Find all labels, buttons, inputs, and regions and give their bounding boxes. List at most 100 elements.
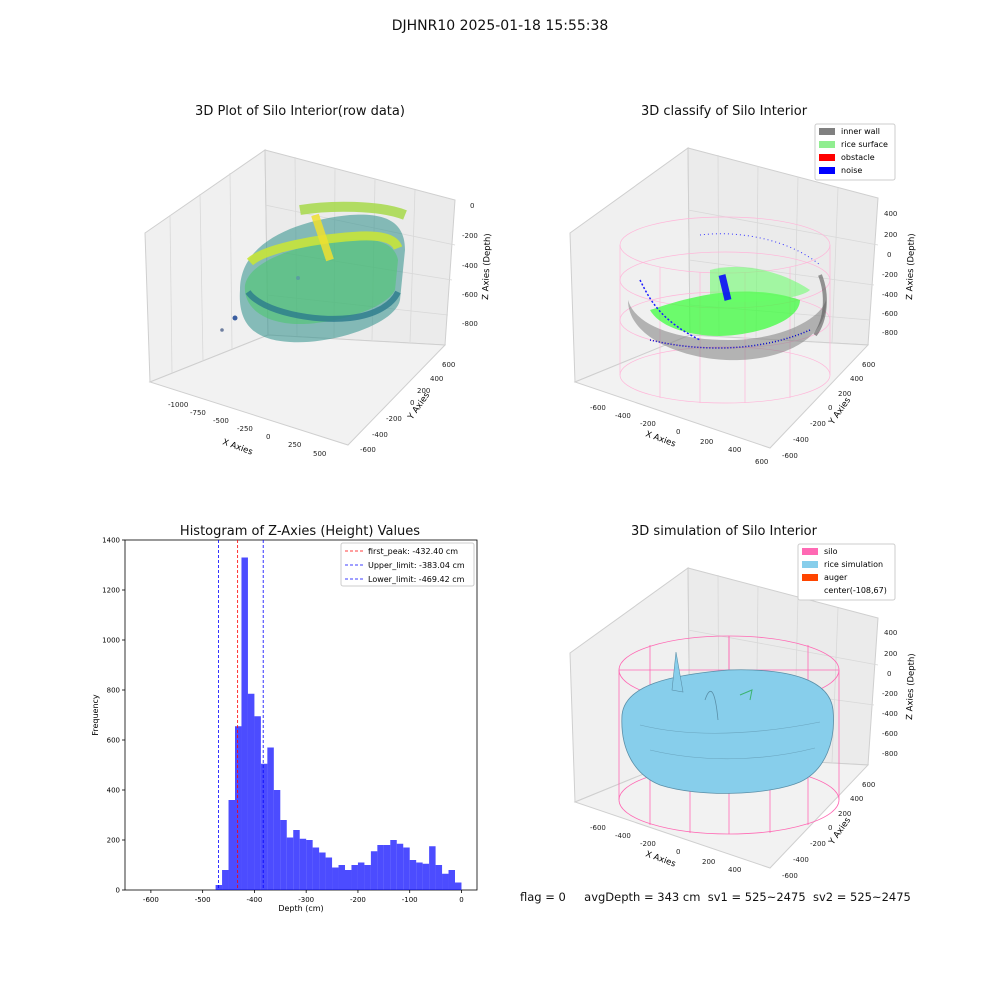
histogram-bar: [273, 790, 281, 890]
histogram-ytick-label: 1000: [102, 637, 120, 645]
simulation-xtick: 400: [728, 866, 741, 874]
classify-ztick: -800: [882, 329, 898, 337]
classify-ytick: 400: [850, 375, 863, 383]
histogram-xtick-label: -600: [143, 896, 159, 904]
histogram-ytick-label: 400: [107, 787, 120, 795]
histogram-bar: [338, 865, 345, 890]
simulation-legend: silo rice simulation auger center(-108,6…: [797, 543, 896, 601]
simulation-xtick: -600: [590, 824, 606, 832]
raw-ztick: 0: [470, 202, 474, 210]
histogram-bar: [222, 870, 229, 890]
histogram-bar: [364, 865, 371, 890]
histogram-bar: [396, 843, 404, 890]
histogram-xtick-label: -400: [246, 896, 262, 904]
histogram-title: Histogram of Z-Axies (Height) Values: [179, 524, 421, 539]
histogram-xtick-label: -300: [298, 896, 314, 904]
legend-label: silo: [824, 547, 838, 556]
histogram-bar: [267, 747, 274, 890]
histogram-bar: [241, 557, 248, 890]
simulation-ztick: 400: [884, 629, 897, 637]
histogram-xtick-label: -500: [195, 896, 211, 904]
histogram-ytick-label: 600: [107, 737, 120, 745]
raw-xtick: 500: [313, 450, 326, 458]
raw-xtick: -750: [190, 409, 206, 417]
histogram-bar: [286, 837, 294, 890]
histogram-bar: [357, 862, 365, 890]
histogram-yticks: 0 200 400 600 800 1000 1200 1400: [102, 537, 125, 895]
histogram-bar: [442, 873, 449, 890]
raw-ztick: -800: [462, 320, 478, 328]
raw-xlabel: X Axies: [221, 437, 254, 457]
histogram-bar: [422, 863, 430, 890]
legend-swatch: [819, 154, 835, 161]
raw-point-cloud: [220, 201, 407, 343]
raw-ytick: -400: [372, 431, 388, 439]
legend-swatch: [802, 574, 818, 581]
simulation-xlabel: X Axies: [644, 849, 677, 869]
classify-ztick: -200: [882, 271, 898, 279]
raw-xtick: -1000: [168, 401, 188, 409]
histogram-bar: [228, 800, 235, 890]
histogram-bar: [377, 845, 384, 890]
raw-ytick: -200: [386, 415, 402, 423]
raw-3d-plot: -1000 -750 -500 -250 0 250 500 -600 -400…: [144, 149, 493, 458]
classify-ztick: 200: [884, 231, 897, 239]
figure-title: DJHNR10 2025-01-18 15:55:38: [391, 18, 609, 34]
raw-zlabel: Z Axies (Depth): [481, 233, 493, 300]
classify-ztick: 400: [884, 210, 897, 218]
simulation-rice-surface: [621, 651, 834, 794]
status-footer: flag = 0 avgDepth = 343 cm sv1 = 525~247…: [520, 890, 911, 904]
simulation-ytick: -600: [782, 872, 798, 880]
histogram-xtick-label: -100: [402, 896, 418, 904]
raw-ytick: 0: [410, 399, 414, 407]
histogram-bar: [319, 852, 326, 890]
legend-label: Upper_limit: -383.04 cm: [368, 561, 465, 570]
histogram-ytick-label: 800: [107, 687, 120, 695]
raw-ytick: 600: [442, 361, 455, 369]
classify-xtick: -400: [615, 412, 631, 420]
histogram-bar: [370, 851, 378, 890]
simulation-ztick: 200: [884, 650, 897, 658]
classify-xtick: 600: [755, 458, 768, 466]
classify-ytick: -400: [793, 436, 809, 444]
simulation-ztick: -200: [882, 690, 898, 698]
simulation-ytick: -400: [793, 856, 809, 864]
raw-ytick: 200: [417, 387, 430, 395]
legend-label: center(-108,67): [824, 586, 887, 595]
histogram-ytick-label: 1400: [102, 537, 120, 545]
histogram-xticks: -600 -500 -400 -300 -200 -100 0: [143, 890, 464, 904]
legend-swatch: [802, 548, 818, 555]
simulation-ytick: 0: [828, 824, 832, 832]
histogram-bar: [280, 820, 287, 890]
legend-swatch: [819, 128, 835, 135]
simulation-ztick: 0: [887, 670, 891, 678]
classify-xlabel: X Axies: [644, 429, 677, 449]
raw-ztick: -600: [462, 291, 478, 299]
simulation-plot-title: 3D simulation of Silo Interior: [631, 524, 817, 539]
simulation-tick-labels: -600 -400 -200 0 200 400 -600 -400 -200 …: [590, 629, 898, 880]
simulation-ztick: -800: [882, 750, 898, 758]
raw-xtick: 0: [266, 433, 270, 441]
histogram-bar: [325, 857, 333, 890]
raw-tick-labels: -1000 -750 -500 -250 0 250 500 -600 -400…: [168, 202, 478, 458]
classify-ztick: -400: [882, 291, 898, 299]
raw-floor-pane: [148, 334, 447, 446]
classify-ztick: 0: [887, 251, 891, 259]
classify-ytick: 200: [838, 390, 851, 398]
histogram-bar: [416, 862, 423, 890]
simulation-3d-plot: -600 -400 -200 0 200 400 -600 -400 -200 …: [569, 543, 917, 880]
histogram-bar: [435, 865, 443, 890]
classify-tick-labels: -600 -400 -200 0 200 400 600 -600 -400 -…: [590, 210, 898, 466]
legend-label: noise: [841, 166, 862, 175]
classify-ztick: -600: [882, 310, 898, 318]
histogram-bar: [235, 726, 242, 890]
sv1-text: sv1 = 525~2475: [707, 890, 806, 904]
simulation-xtick: 0: [676, 848, 680, 856]
classify-xtick: -600: [590, 404, 606, 412]
raw-ytick: 400: [430, 375, 443, 383]
histogram-bar: [312, 847, 320, 890]
histogram-bar: [455, 882, 462, 890]
simulation-ytick: -200: [810, 840, 826, 848]
simulation-ytick: 400: [850, 795, 863, 803]
histogram-xlabel: Depth (cm): [278, 904, 323, 913]
